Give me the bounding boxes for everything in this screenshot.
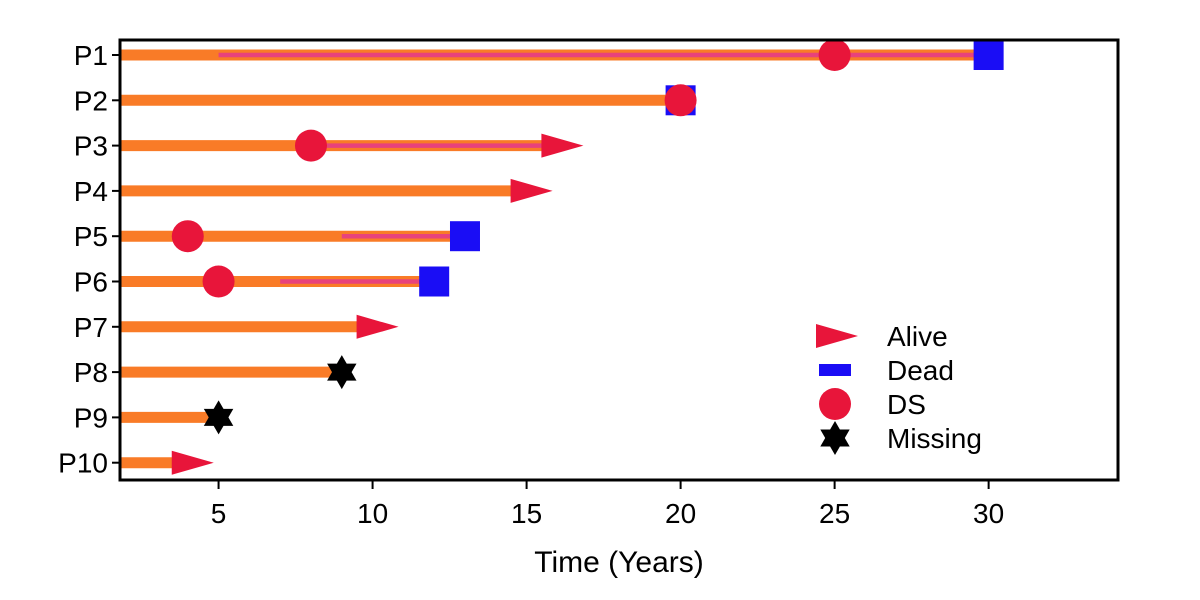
x-axis-title: Time (Years) [534, 546, 703, 579]
legend-alive-swatch [816, 324, 858, 348]
legend-ds-label: DS [887, 389, 926, 420]
y-tick-label-p8: P8 [74, 357, 108, 388]
x-tick-label-5: 5 [211, 498, 227, 529]
marker-alive-p7 [356, 314, 399, 339]
x-tick-label-15: 15 [511, 498, 542, 529]
legend-missing-label: Missing [887, 423, 982, 454]
y-tick-label-p9: P9 [74, 402, 108, 433]
marker-ds-p2 [664, 84, 697, 117]
marker-ds-p5 [171, 220, 204, 253]
x-tick-label-25: 25 [819, 498, 850, 529]
y-tick-label-p4: P4 [74, 176, 108, 207]
legend-dead-swatch [819, 364, 851, 376]
y-tick-label-p7: P7 [74, 312, 108, 343]
marker-dead-p6 [419, 266, 450, 297]
legend-alive-label: Alive [887, 321, 948, 352]
x-tick-label-20: 20 [665, 498, 696, 529]
marker-ds-p1 [818, 39, 851, 71]
marker-dead-p1 [973, 40, 1004, 70]
plot-frame [118, 38, 1120, 482]
marker-missing-p9 [203, 400, 234, 435]
bars-layer [120, 49, 989, 469]
y-tick-label-p6: P6 [74, 267, 108, 298]
legend-ds-swatch [819, 388, 851, 420]
legend-missing-swatch [820, 421, 850, 455]
y-axis: P1 P2 P3 P4 P5 P6 P7 P8 P9 P10 [58, 40, 120, 479]
marker-alive-p3 [541, 133, 584, 158]
marker-alive-p4 [510, 178, 553, 203]
y-tick-label-p10: P10 [58, 448, 108, 479]
y-tick-label-p2: P2 [74, 85, 108, 116]
marker-ds-p3 [294, 129, 327, 162]
y-tick-label-p3: P3 [74, 131, 108, 162]
y-tick-label-p1: P1 [74, 40, 108, 71]
marker-ds-p6 [202, 265, 235, 298]
marker-dead-p5 [449, 221, 480, 252]
x-tick-label-10: 10 [357, 498, 388, 529]
legend-dead-label: Dead [887, 355, 954, 386]
y-tick-label-p5: P5 [74, 221, 108, 252]
x-tick-label-30: 30 [973, 498, 1004, 529]
marker-alive-p10 [171, 450, 214, 475]
marker-missing-p8 [327, 355, 357, 390]
x-axis: 5 10 15 20 25 30 [211, 480, 1004, 529]
markers-layer [171, 39, 1004, 475]
